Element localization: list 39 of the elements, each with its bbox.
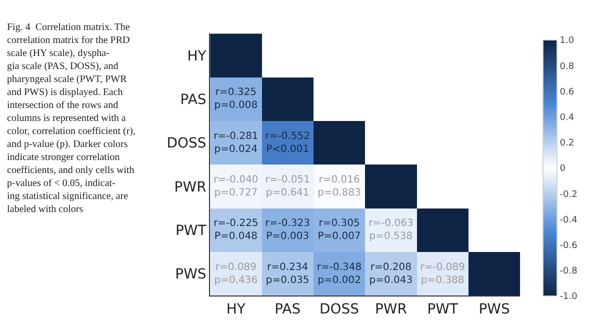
color-bar-label: -0.4 [560,215,578,226]
data-label: r=-0.089 p=0.388 [420,262,465,286]
data-label: r=0.208 p=0.043 [369,262,413,286]
data-label: r=-0.040 p=0.727 [214,174,258,198]
color-bar-label: 0.2 [560,138,574,149]
color-bar-label: 0.6 [560,87,574,98]
y-tick-label: PWS [175,266,206,283]
x-tick-label: PAS [274,301,301,318]
y-tick-label: PAS [180,92,206,108]
data-label: r=0.305 P=0.007 [318,218,361,242]
color-bar-label: 0.8 [560,62,574,72]
color-bar-label: -0.6 [560,240,578,251]
data-label: r=-0.281 p=0.024 [214,130,258,155]
color-bar-label: 0.4 [560,112,574,123]
data-label: r=-0.323 P=0.003 [265,218,310,242]
y-tick-label: PWR [174,179,207,196]
y-tick-label: PWT [175,223,207,240]
data-label: r=0.016 p=0.883 [318,174,361,198]
data-label: r=-0.225 P=0.048 [214,218,258,242]
data-label: r=0.234 p=0.035 [266,262,310,286]
color-bar-label: -0.8 [560,266,578,277]
data-label: r=-0.063 p=0.538 [368,218,414,242]
text: Fig. 4 Correlation matrix. The correlation matrix for the PRD scale (HY scale), dyspha- gia scale (PAS, DOSS), and pharyngeal scale (PWT, PWR and PWS) is displayed. Each intersection of the rows and columns is represented with a color, correlation coefficient (r), and p-value (p). Darker colors indicate stronger correlation coefficients, and only cells with p-values of < 0.05, indicat- ing statistical significance, are labeled with colors [7,22,136,215]
data-label: r=0.325 p=0.008 [214,87,258,112]
data-label: r=-0.348 p=0.002 [316,262,362,286]
color-bar-label: 0 [560,164,566,174]
color-bar-label: -1.0 [560,292,578,302]
color-bar-label: -0.2 [560,190,578,200]
color-bar-label: 1.0 [560,36,574,46]
x-tick-label: PWR [374,301,408,318]
data-label: r=-0.552 P<0.001 [265,130,310,155]
x-tick-label: DOSS [319,301,360,318]
y-tick-label: DOSS [166,136,206,152]
x-tick-label: HY [226,301,246,318]
data-label: r=-0.051 p=0.641 [265,174,310,198]
y-tick-label: HY [187,48,207,64]
data-label: r=0.089 p=0.436 [214,262,258,286]
x-tick-label: PWS [478,301,510,318]
x-tick-label: PWT [427,301,458,318]
